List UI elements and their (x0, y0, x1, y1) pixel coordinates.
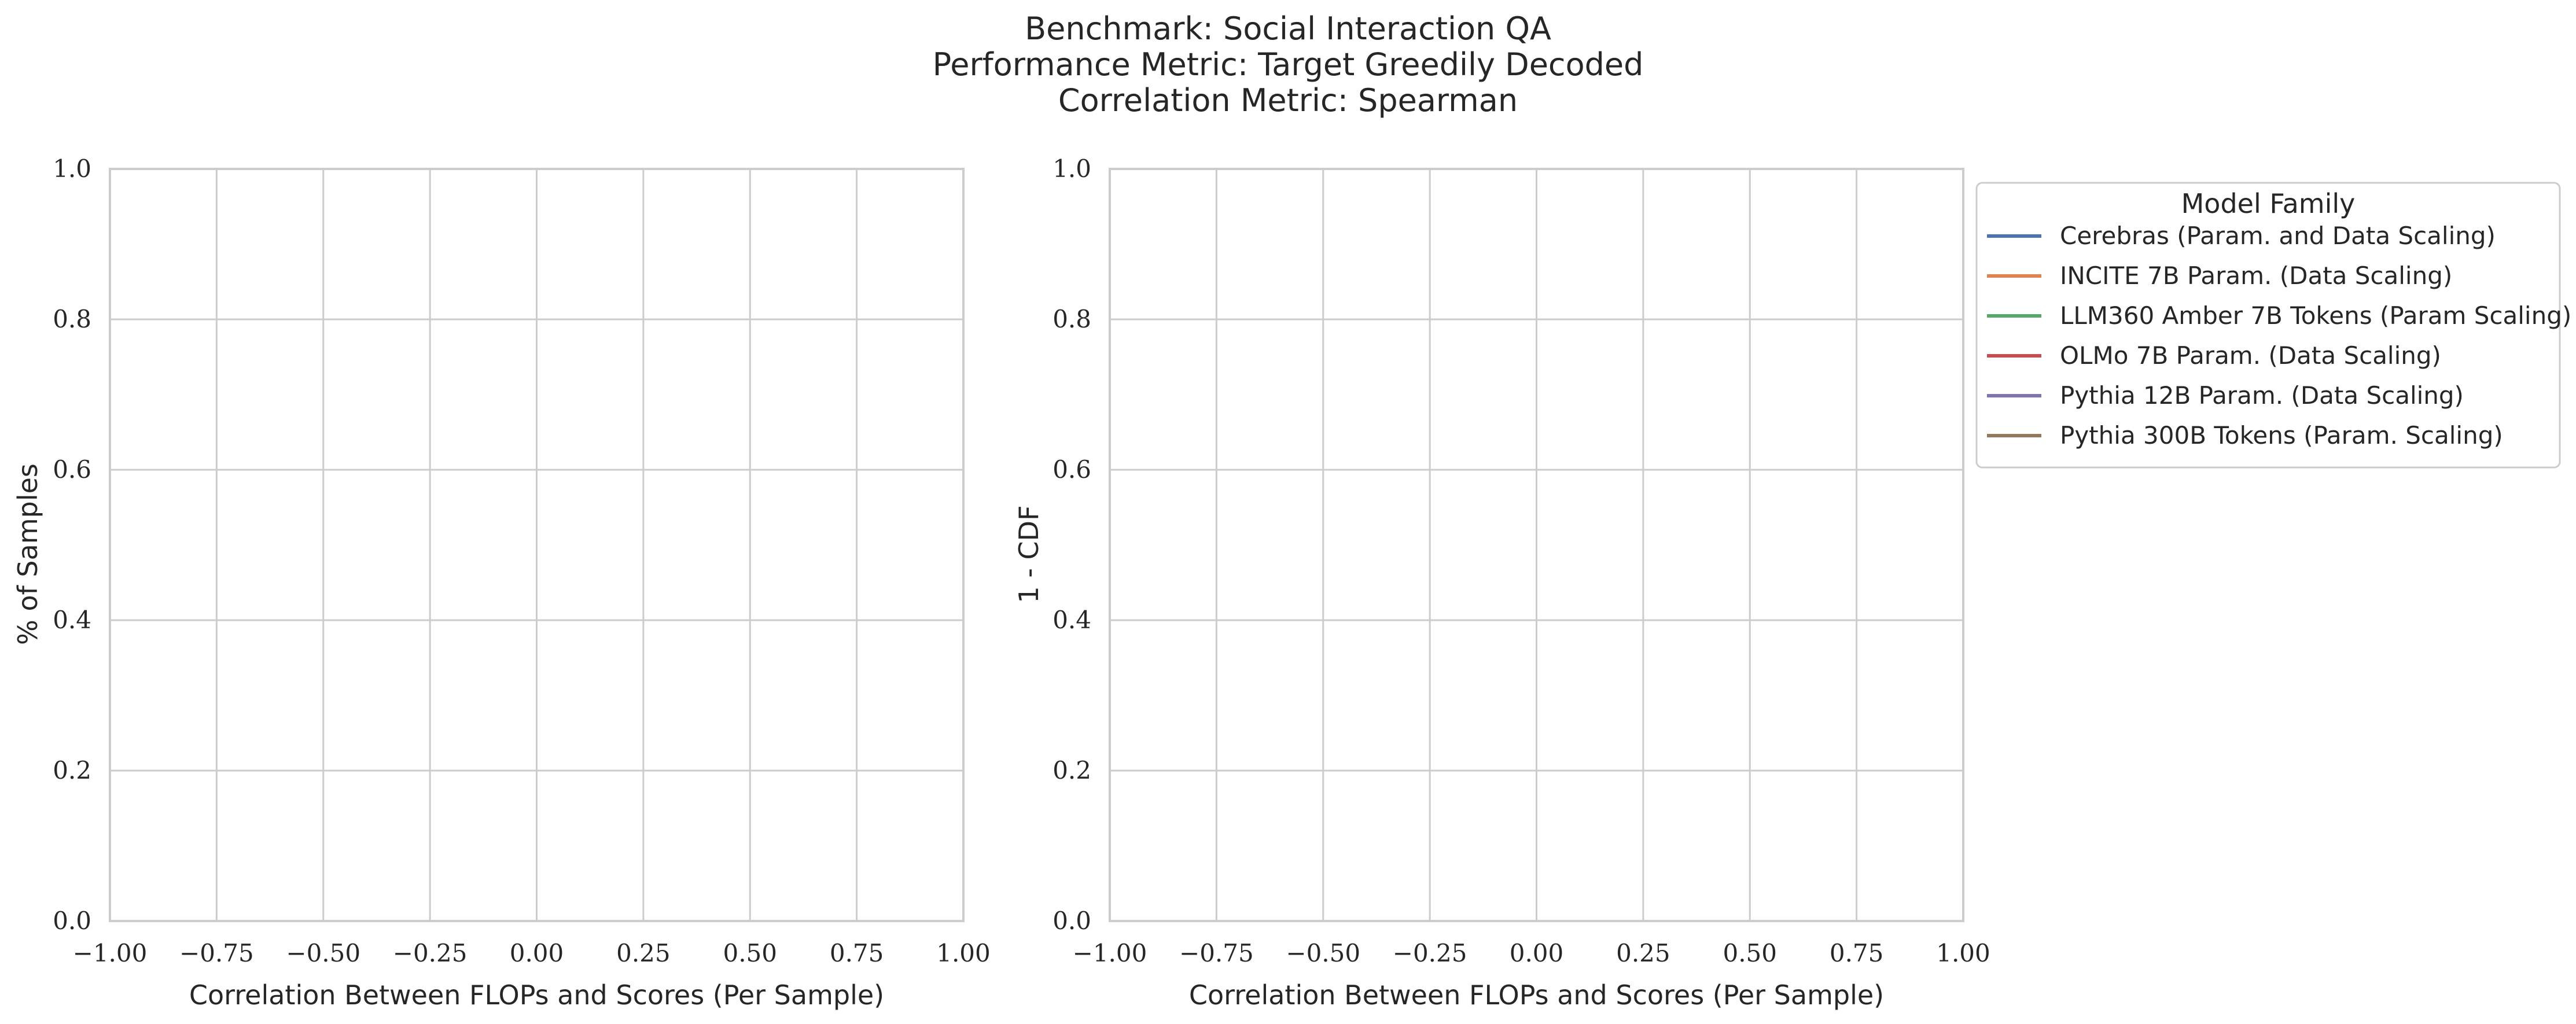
title-line-3: Correlation Metric: Spearman (1058, 82, 1518, 119)
survival-plot-area (1109, 168, 1964, 922)
histogram-y-tick-label: 0.4 (53, 606, 91, 634)
histogram-x-axis-label: Correlation Between FLOPs and Scores (Pe… (189, 979, 884, 1011)
survival-grid (1109, 168, 1964, 922)
legend-label: OLMo 7B Param. (Data Scaling) (2060, 341, 2441, 370)
histogram-panel: −1.00 −0.75 −0.50 −0.25 0.00 0.25 0.50 0.75 1.00… (12, 154, 991, 1011)
survival-y-tick-label: 0.0 (1053, 907, 1091, 935)
histogram-x-tick-label: 0.25 (616, 939, 671, 967)
legend-box (1975, 182, 2561, 469)
histogram-y-tick-label: 0.0 (53, 907, 91, 935)
survival-y-tick-label: 0.8 (1053, 305, 1091, 333)
survival-x-ticks: −1.00 −0.75 −0.50 −0.25 0.00 0.25 0.50 0.75 1.00 (1073, 939, 1990, 967)
survival-y-axis-label: 1 - CDF (1013, 505, 1044, 603)
legend-label: LLM360 Amber 7B Tokens (Param Scaling) (2060, 301, 2571, 330)
histogram-x-tick-label: 0.50 (723, 939, 777, 967)
survival-y-tick-label: 0.4 (1053, 606, 1091, 634)
histogram-y-ticks: 0.0 0.2 0.4 0.6 0.8 1.0 (53, 154, 91, 935)
legend-items: Cerebras (Param. and Data Scaling) INCITE… (1987, 222, 2571, 450)
survival-x-tick-label: −0.50 (1286, 939, 1360, 967)
survival-x-tick-label: 0.75 (1830, 939, 1884, 967)
histogram-x-tick-label: 1.00 (936, 939, 991, 967)
survival-x-tick-label: −0.75 (1179, 939, 1254, 967)
survival-y-ticks: 0.0 0.2 0.4 0.6 0.8 1.0 (1053, 154, 1091, 935)
histogram-x-tick-label: 0.75 (830, 939, 884, 967)
title-line-1: Benchmark: Social Interaction QA (1025, 10, 1551, 47)
histogram-x-tick-label: −0.50 (286, 939, 360, 967)
histogram-x-ticks: −1.00 −0.75 −0.50 −0.25 0.00 0.25 0.50 0.75 1.00 (73, 939, 991, 967)
histogram-x-tick-label: −0.25 (393, 939, 468, 967)
histogram-y-axis-label: % of Samples (12, 463, 43, 645)
survival-y-tick-label: 1.0 (1053, 154, 1091, 183)
histogram-y-tick-label: 0.2 (53, 756, 91, 784)
histogram-y-tick-label: 1.0 (53, 154, 91, 183)
legend-label: INCITE 7B Param. (Data Scaling) (2060, 261, 2452, 290)
survival-x-tick-label: 0.25 (1616, 939, 1670, 967)
histogram-y-tick-label: 0.8 (53, 305, 91, 333)
legend-label: Cerebras (Param. and Data Scaling) (2060, 222, 2496, 250)
survival-y-tick-label: 0.6 (1053, 455, 1091, 484)
histogram-plot-area (109, 168, 965, 922)
survival-x-axis-label: Correlation Between FLOPs and Scores (Pe… (1189, 979, 1884, 1011)
title-line-2: Performance Metric: Target Greedily Deco… (933, 46, 1644, 83)
histogram-y-tick-label: 0.6 (53, 455, 91, 484)
survival-x-tick-label: 0.50 (1723, 939, 1777, 967)
survival-panel: −1.00 −0.75 −0.50 −0.25 0.00 0.25 0.50 0.75 1.00… (1013, 154, 1990, 1011)
survival-x-tick-label: 0.00 (1510, 939, 1564, 967)
legend-title: Model Family (2181, 188, 2356, 219)
legend: Model Family Cerebras (Param. and Data S… (1975, 182, 2571, 469)
survival-x-tick-label: −0.25 (1393, 939, 1467, 967)
survival-x-tick-label: 1.00 (1936, 939, 1990, 967)
survival-y-tick-label: 0.2 (1053, 756, 1091, 784)
legend-label: Pythia 300B Tokens (Param. Scaling) (2060, 421, 2503, 450)
histogram-x-tick-label: −1.00 (73, 939, 148, 967)
figure-title: Benchmark: Social Interaction QA Perform… (933, 10, 1644, 119)
histogram-x-tick-label: −0.75 (179, 939, 254, 967)
survival-x-tick-label: −1.00 (1073, 939, 1147, 967)
histogram-x-tick-label: 0.00 (510, 939, 564, 967)
histogram-grid (109, 168, 965, 922)
legend-label: Pythia 12B Param. (Data Scaling) (2060, 381, 2464, 410)
